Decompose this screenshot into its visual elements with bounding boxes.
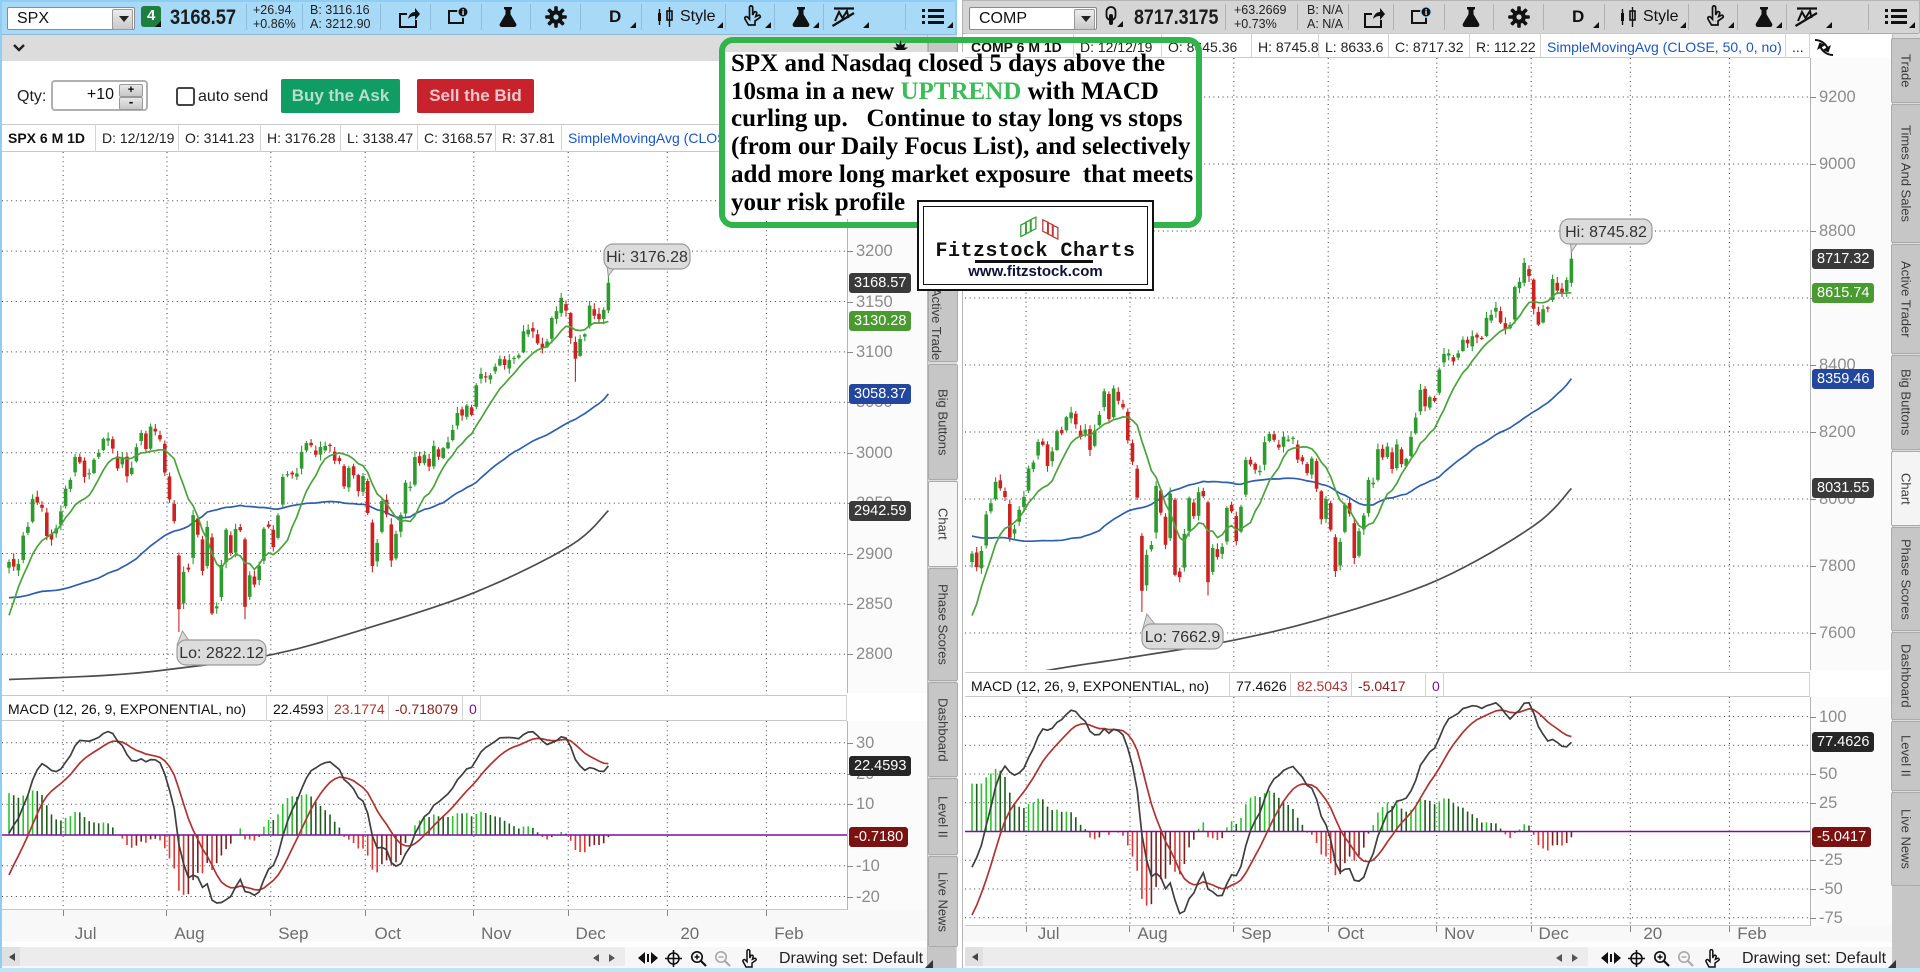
svg-text:Hi: 3176.28: Hi: 3176.28 bbox=[606, 249, 688, 266]
svg-text:i: i bbox=[462, 7, 464, 17]
svg-text:Lo: 7662.9: Lo: 7662.9 bbox=[1145, 629, 1221, 646]
svg-text:i: i bbox=[1425, 7, 1427, 17]
svg-text:Lo: 2822.12: Lo: 2822.12 bbox=[179, 645, 264, 662]
svg-text:Hi: 8745.82: Hi: 8745.82 bbox=[1565, 224, 1647, 241]
